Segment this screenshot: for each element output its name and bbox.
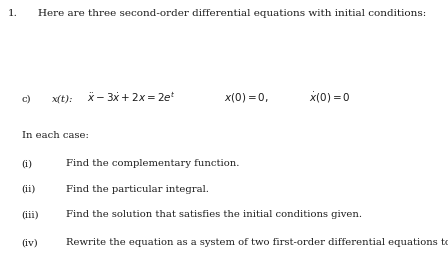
Text: Rewrite the equation as a system of two first-order differential equations toget: Rewrite the equation as a system of two …	[66, 237, 448, 246]
Text: (i): (i)	[22, 159, 33, 168]
Text: c): c)	[22, 94, 31, 103]
Text: 1.: 1.	[8, 9, 18, 18]
Text: $\ddot{x} - 3\dot{x} + 2x = 2e^{t}$: $\ddot{x} - 3\dot{x} + 2x = 2e^{t}$	[87, 90, 176, 104]
Text: In each case:: In each case:	[22, 131, 88, 140]
Text: Find the particular integral.: Find the particular integral.	[66, 184, 209, 193]
Text: (iii): (iii)	[22, 210, 39, 218]
Text: (ii): (ii)	[22, 184, 36, 193]
Text: (iv): (iv)	[22, 237, 38, 246]
Text: x(t):: x(t):	[52, 94, 73, 103]
Text: Here are three second-order differential equations with initial conditions:: Here are three second-order differential…	[38, 9, 426, 18]
Text: $x(0) = 0,$: $x(0) = 0,$	[224, 90, 269, 103]
Text: Find the complementary function.: Find the complementary function.	[66, 159, 240, 168]
Text: $\dot{x}(0) = 0$: $\dot{x}(0) = 0$	[309, 90, 351, 104]
Text: Find the solution that satisfies the initial conditions given.: Find the solution that satisfies the ini…	[66, 210, 362, 218]
